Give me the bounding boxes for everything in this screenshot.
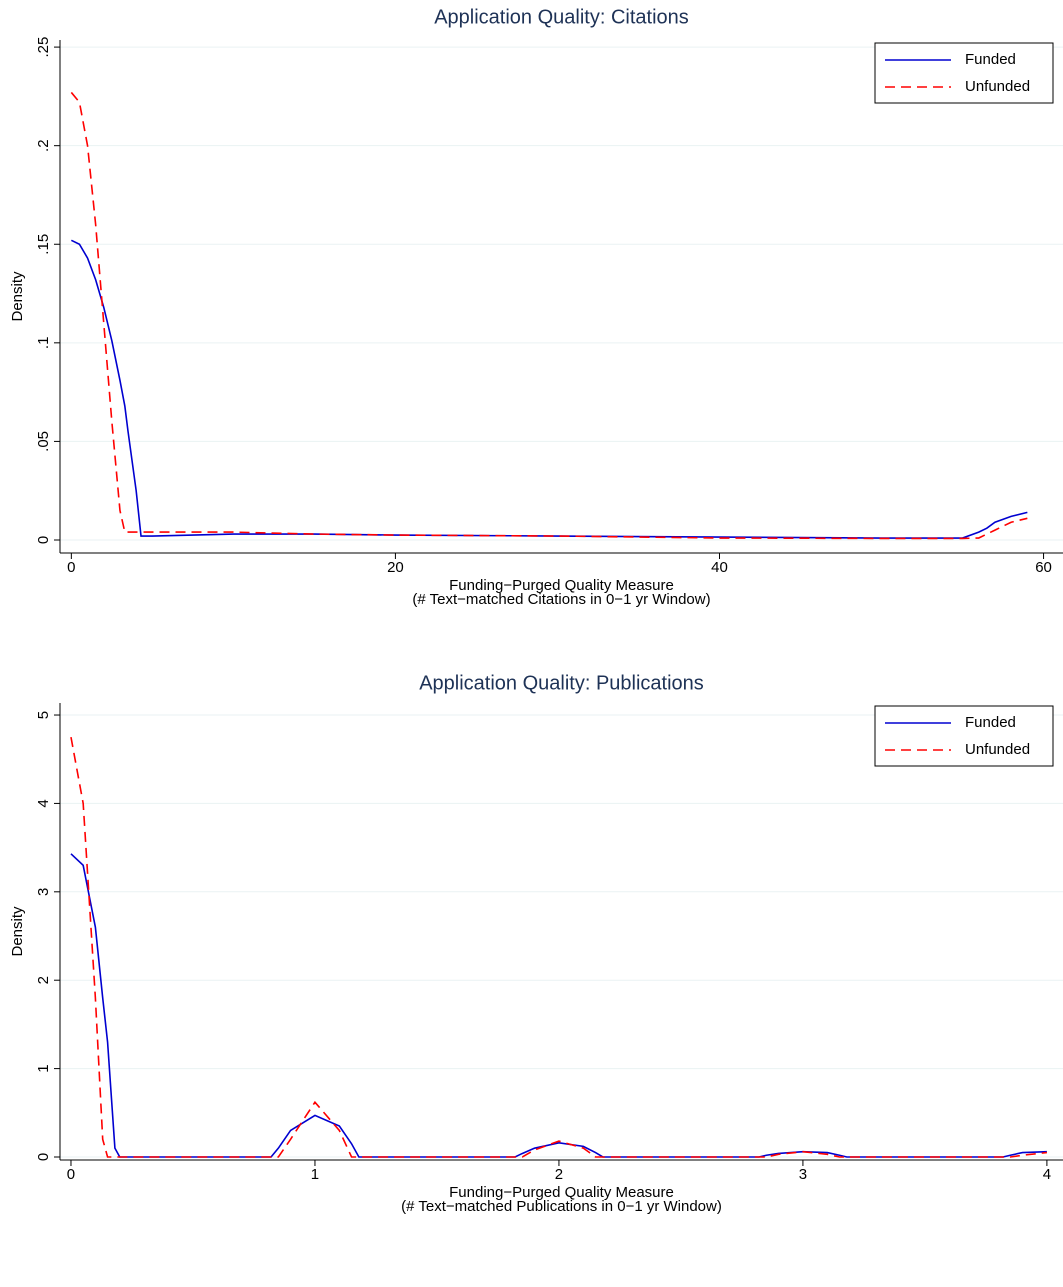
y-tick-label: .2 <box>35 139 52 152</box>
y-tick-label: 0 <box>35 1153 52 1161</box>
series-line <box>70 853 1047 1158</box>
y-tick-label: 4 <box>35 799 52 807</box>
y-tick-label: .1 <box>35 337 52 350</box>
y-tick-label: 3 <box>35 888 52 896</box>
y-tick-label: 2 <box>35 976 52 984</box>
x-axis-label: (# Text−matched Citations in 0−1 yr Wind… <box>412 591 710 608</box>
y-tick-label: 0 <box>35 536 52 544</box>
x-tick-label: 4 <box>1043 1166 1051 1183</box>
y-axis-label: Density <box>9 906 26 957</box>
series-line <box>70 736 1047 1158</box>
legend-label: Funded <box>965 714 1016 731</box>
x-axis-label: Funding−Purged Quality Measure <box>449 577 674 594</box>
x-tick-label: 20 <box>387 559 404 576</box>
x-tick-label: 60 <box>1035 559 1052 576</box>
legend-label: Unfunded <box>965 78 1030 95</box>
legend-box <box>874 42 1054 104</box>
y-axis-label: Density <box>9 271 26 322</box>
x-axis-label: (# Text−matched Publications in 0−1 yr W… <box>401 1198 722 1215</box>
x-tick-label: 2 <box>555 1166 563 1183</box>
legend-box <box>874 705 1054 767</box>
y-tick-label: 5 <box>35 711 52 719</box>
y-tick-label: 1 <box>35 1064 52 1072</box>
y-tick-label: .15 <box>35 234 52 255</box>
chart-title: Application Quality: Publications <box>419 672 704 694</box>
y-tick-label: .05 <box>35 431 52 452</box>
x-tick-label: 40 <box>711 559 728 576</box>
series-line <box>70 239 1028 539</box>
x-tick-label: 0 <box>67 1166 75 1183</box>
x-tick-label: 3 <box>799 1166 807 1183</box>
legend-label: Unfunded <box>965 741 1030 758</box>
x-axis-label: Funding−Purged Quality Measure <box>449 1184 674 1201</box>
series-line <box>70 91 1028 540</box>
chart-title: Application Quality: Citations <box>434 6 689 28</box>
y-tick-label: .25 <box>35 37 52 58</box>
x-tick-label: 0 <box>67 559 75 576</box>
legend-label: Funded <box>965 51 1016 68</box>
x-tick-label: 1 <box>311 1166 319 1183</box>
